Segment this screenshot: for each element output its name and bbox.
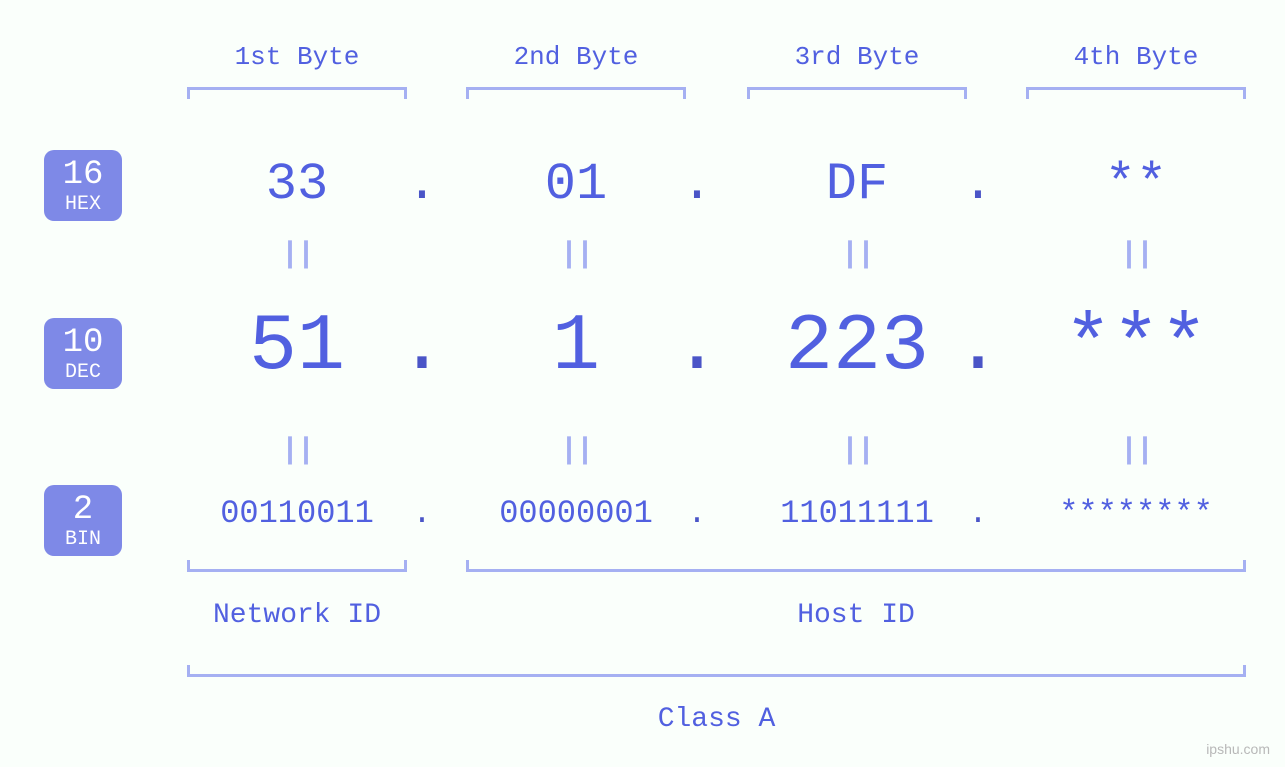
eq-hex-dec-1: || [267, 238, 327, 272]
dec-dot-3: . [953, 302, 1003, 393]
base-badge-bin: 2BIN [44, 485, 122, 556]
dec-byte-1: 51 [167, 302, 427, 393]
hex-dot-1: . [402, 155, 442, 214]
hex-byte-1: 33 [177, 155, 417, 214]
eq-hex-dec-4: || [1106, 238, 1166, 272]
hex-byte-4: ** [1016, 155, 1256, 214]
base-badge-hex: 16HEX [44, 150, 122, 221]
bin-byte-3: 11011111 [732, 495, 982, 532]
badge-base-label: BIN [44, 529, 122, 550]
class-label: Class A [187, 704, 1246, 735]
eq-dec-bin-2: || [546, 434, 606, 468]
dec-dot-2: . [672, 302, 722, 393]
dec-byte-2: 1 [446, 302, 706, 393]
dec-byte-4: *** [1006, 302, 1266, 393]
bin-byte-1: 00110011 [172, 495, 422, 532]
hex-dot-3: . [958, 155, 998, 214]
watermark: ipshu.com [1206, 741, 1270, 757]
eq-hex-dec-3: || [827, 238, 887, 272]
byte-header-3: 3rd Byte [747, 42, 967, 72]
byte-header-1: 1st Byte [187, 42, 407, 72]
eq-dec-bin-3: || [827, 434, 887, 468]
top-bracket-4 [1026, 87, 1246, 99]
badge-base-label: HEX [44, 194, 122, 215]
bin-dot-1: . [407, 495, 437, 532]
top-bracket-3 [747, 87, 967, 99]
badge-base-number: 16 [44, 158, 122, 194]
badge-base-number: 2 [44, 493, 122, 529]
byte-header-4: 4th Byte [1026, 42, 1246, 72]
base-badge-dec: 10DEC [44, 318, 122, 389]
hex-byte-3: DF [737, 155, 977, 214]
bin-byte-4: ******** [1011, 495, 1261, 532]
eq-dec-bin-4: || [1106, 434, 1166, 468]
class-bracket [187, 665, 1246, 677]
dec-byte-3: 223 [727, 302, 987, 393]
eq-dec-bin-1: || [267, 434, 327, 468]
bin-dot-2: . [682, 495, 712, 532]
network-id-bracket [187, 560, 407, 572]
bin-byte-2: 00000001 [451, 495, 701, 532]
byte-header-2: 2nd Byte [466, 42, 686, 72]
eq-hex-dec-2: || [546, 238, 606, 272]
host-id-label: Host ID [466, 600, 1246, 631]
top-bracket-1 [187, 87, 407, 99]
hex-byte-2: 01 [456, 155, 696, 214]
hex-dot-2: . [677, 155, 717, 214]
bin-dot-3: . [963, 495, 993, 532]
network-id-label: Network ID [187, 600, 407, 631]
badge-base-number: 10 [44, 326, 122, 362]
dec-dot-1: . [397, 302, 447, 393]
host-id-bracket [466, 560, 1246, 572]
badge-base-label: DEC [44, 362, 122, 383]
top-bracket-2 [466, 87, 686, 99]
